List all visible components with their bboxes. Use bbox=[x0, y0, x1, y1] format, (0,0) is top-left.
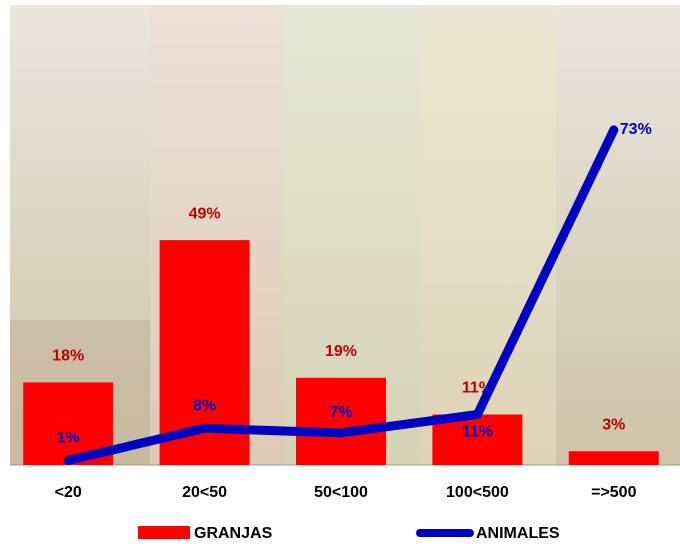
line-value-label: 7% bbox=[329, 404, 352, 421]
bar bbox=[568, 451, 659, 465]
x-tick-label: <20 bbox=[55, 484, 82, 501]
bar-value-label: 19% bbox=[325, 343, 357, 360]
line-value-label: 8% bbox=[193, 397, 216, 414]
x-tick-label: =>500 bbox=[591, 484, 636, 501]
legend-swatch bbox=[138, 526, 190, 539]
legend-label: GRANJAS bbox=[194, 525, 273, 542]
legend-label: ANIMALES bbox=[476, 525, 560, 542]
x-tick-label: 50<100 bbox=[314, 484, 368, 501]
bar-value-label: 3% bbox=[602, 416, 625, 433]
bar-value-label: 18% bbox=[52, 348, 84, 365]
bar bbox=[296, 377, 386, 465]
bar-value-label: 49% bbox=[189, 205, 221, 222]
line-value-label: 73% bbox=[620, 121, 652, 138]
x-tick-label: 100<500 bbox=[446, 484, 509, 501]
line-value-label: 11% bbox=[462, 424, 493, 441]
line-value-label: 1% bbox=[57, 430, 80, 447]
x-tick-label: 20<50 bbox=[182, 484, 227, 501]
line bbox=[63, 125, 619, 465]
